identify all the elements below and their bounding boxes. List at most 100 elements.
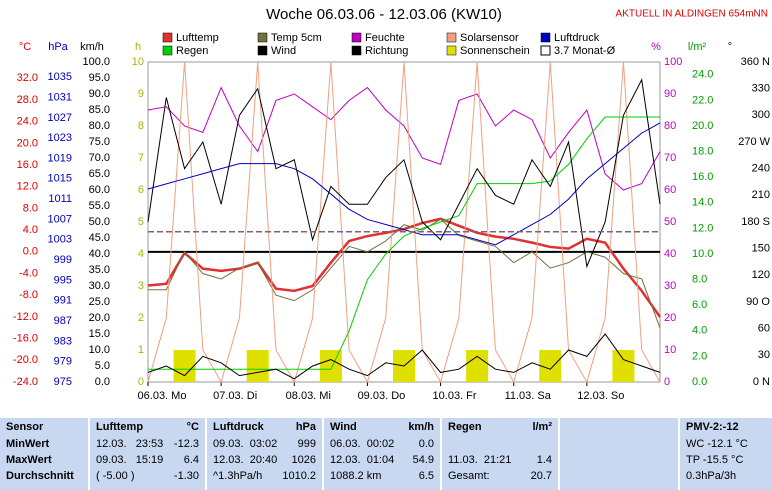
y-tick-label: 16.0 xyxy=(17,159,38,171)
y-tick-label: 24.0 xyxy=(692,69,713,81)
table-cell: 1.4 xyxy=(536,454,552,466)
y-tick-label: 10.0 xyxy=(89,344,110,356)
x-tick-label: 08.03. Mi xyxy=(286,390,331,402)
y-tick-label: 10 xyxy=(664,344,676,356)
y-tick-label: 6 xyxy=(138,184,144,196)
legend-label: Luftdruck xyxy=(554,32,600,44)
y-tick-label: 70.0 xyxy=(89,152,110,164)
series-line xyxy=(147,86,661,191)
legend-label: Richtung xyxy=(365,45,408,57)
axis-unit: km/h xyxy=(80,41,104,53)
table-cell: -1.30 xyxy=(173,470,199,482)
y-tick-label: 28.0 xyxy=(17,94,38,106)
y-tick-label: 0.0 xyxy=(95,376,110,388)
panel: Lufttemp °C 12.03. 23:53 -12.3 09.03. 15:19 6… xyxy=(90,418,205,490)
y-tick-label: 1011 xyxy=(48,193,72,205)
table-cell: MinWert xyxy=(6,438,50,450)
y-tick-label: 999 xyxy=(54,254,72,266)
table-cell: 999 xyxy=(297,438,316,450)
y-tick-label: 15.0 xyxy=(89,328,110,340)
panel: Luftdruck hPa 09.03. 03:02 999 12.03. 20:40 1… xyxy=(207,418,322,490)
y-tick-label: 70 xyxy=(664,152,676,164)
y-tick-label: 100 xyxy=(664,56,682,68)
y-tick-label: 20.0 xyxy=(89,312,110,324)
y-tick-label: 12.0 xyxy=(692,222,713,234)
y-tick-label: 10 xyxy=(132,56,144,68)
plot-frame xyxy=(147,61,661,383)
axis-unit: h xyxy=(135,41,141,53)
legend-label: Sonnenschein xyxy=(460,45,530,57)
y-tick-label: 60 xyxy=(758,323,770,335)
legend-swatch xyxy=(446,32,457,43)
y-tick-label: 14.0 xyxy=(692,197,713,209)
y-tick-label: 90.0 xyxy=(89,88,110,100)
y-tick-label: 24.0 xyxy=(17,116,38,128)
y-tick-label: 50.0 xyxy=(89,216,110,228)
y-tick-label: 987 xyxy=(54,315,72,327)
table-cell: °C xyxy=(186,421,199,433)
series-line xyxy=(147,61,661,384)
series-line xyxy=(147,217,662,318)
x-tick-label: 11.03. Sa xyxy=(505,390,552,402)
table-cell: 12.03. 01:04 xyxy=(330,454,395,466)
table-cell: 1088.2 km xyxy=(330,470,382,482)
axis-unit: hPa xyxy=(48,41,68,53)
y-tick-label: 360 N xyxy=(741,56,770,68)
panel: Regen l/m² 11.03. 21:21 1.4 Gesamt: 20.7 xyxy=(442,418,558,490)
y-tick-label: 80.0 xyxy=(89,120,110,132)
y-tick-label: 12.0 xyxy=(17,181,38,193)
y-tick-label: 50 xyxy=(664,216,676,228)
y-tick-label: 270 W xyxy=(738,136,770,148)
table-cell: Gesamt: xyxy=(448,470,490,482)
y-tick-label: -24.0 xyxy=(13,376,38,388)
y-tick-label: 330 xyxy=(752,83,770,95)
x-tick-label: 10.03. Fr xyxy=(433,390,477,402)
y-tick-label: 8.0 xyxy=(23,202,38,214)
y-tick-label: 85.0 xyxy=(89,104,110,116)
x-tick-label: 12.03. So xyxy=(577,390,624,402)
y-tick-label: 979 xyxy=(54,356,72,368)
y-tick-label: 5.0 xyxy=(95,360,110,372)
y-tick-label: 5 xyxy=(138,216,144,228)
y-tick-label: -20.0 xyxy=(13,354,38,366)
table-cell: TP -15.5 °C xyxy=(686,454,744,466)
table-cell: ^1.3hPa/h xyxy=(213,470,263,482)
y-tick-label: 995 xyxy=(54,274,72,286)
y-tick-label: 90 O xyxy=(746,296,770,308)
y-tick-label: 983 xyxy=(54,335,72,347)
sunshine-bar xyxy=(173,350,196,382)
table-cell: Lufttemp xyxy=(96,421,144,433)
y-tick-label: 2 xyxy=(138,312,144,324)
legend-swatch xyxy=(162,45,173,56)
table-cell: Wind xyxy=(330,421,357,433)
x-tick-label: 09.03. Do xyxy=(358,390,406,402)
y-tick-label: 75.0 xyxy=(89,136,110,148)
y-tick-label: 180 S xyxy=(741,216,770,228)
series-line xyxy=(147,78,661,269)
y-tick-label: 1007 xyxy=(48,213,72,225)
panel: PMV-2:-12 WC -12.1 °C TP -15.5 °C 0.3hPa/3h xyxy=(680,418,772,490)
table-cell: 11.03. 21:21 xyxy=(448,454,512,466)
y-tick-label: -4.0 xyxy=(19,267,38,279)
table-cell: l/m² xyxy=(532,421,552,433)
y-tick-label: 210 xyxy=(752,189,770,201)
y-tick-label: 20.0 xyxy=(692,120,713,132)
legend-label: Lufttemp xyxy=(176,32,219,44)
panel xyxy=(560,418,678,490)
y-tick-label: -16.0 xyxy=(13,333,38,345)
y-tick-label: 1003 xyxy=(48,234,72,246)
y-tick-label: 0 N xyxy=(753,376,770,388)
legend-swatch xyxy=(540,45,551,56)
table-cell: 09.03. 03:02 xyxy=(213,438,278,450)
series-line xyxy=(148,218,661,328)
y-tick-label: 3 xyxy=(138,280,144,292)
legend-label: Regen xyxy=(176,45,208,57)
legend-swatch xyxy=(351,32,362,43)
sunshine-bar xyxy=(319,350,342,382)
sunshine-bar xyxy=(612,350,635,382)
table-cell: 1010.2 xyxy=(282,470,316,482)
table-cell: hPa xyxy=(295,421,316,433)
y-tick-label: 1019 xyxy=(48,152,72,164)
table-cell: 12.03. 23:53 xyxy=(96,438,164,450)
